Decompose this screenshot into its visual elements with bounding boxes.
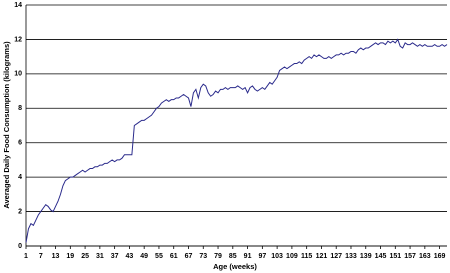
x-tick-label: 139 [360, 253, 372, 260]
x-tick-label: 13 [52, 253, 60, 260]
x-tick-label: 85 [229, 253, 237, 260]
x-tick-label: 91 [244, 253, 252, 260]
x-tick-label: 55 [155, 253, 163, 260]
x-tick-label: 31 [96, 253, 104, 260]
x-tick-label: 103 [271, 253, 283, 260]
x-tick-label: 37 [111, 253, 119, 260]
x-tick-label: 169 [434, 253, 446, 260]
x-tick-label: 7 [39, 253, 43, 260]
x-tick-label: 1 [24, 253, 28, 260]
x-tick-label: 163 [419, 253, 431, 260]
x-tick-label: 79 [214, 253, 222, 260]
y-tick-label: 0 [18, 243, 22, 250]
x-tick-label: 43 [126, 253, 134, 260]
x-tick-label: 19 [66, 253, 74, 260]
x-tick-label: 115 [301, 253, 312, 260]
x-tick-label: 73 [199, 253, 207, 260]
y-tick-label: 14 [14, 2, 22, 9]
x-tick-label: 157 [404, 253, 416, 260]
y-tick-label: 10 [14, 71, 22, 78]
x-tick-label: 49 [140, 253, 148, 260]
x-tick-label: 97 [258, 253, 266, 260]
y-tick-label: 8 [18, 105, 22, 112]
x-tick-label: 127 [330, 253, 342, 260]
y-tick-label: 6 [18, 140, 22, 147]
y-tick-label: 2 [18, 208, 22, 215]
x-tick-label: 25 [81, 253, 89, 260]
x-axis-title: Age (weeks) [213, 262, 257, 271]
x-tick-label: 67 [185, 253, 193, 260]
x-tick-label: 151 [389, 253, 401, 260]
y-tick-label: 12 [14, 36, 22, 43]
y-tick-label: 4 [18, 174, 22, 181]
data-line [25, 38, 448, 243]
x-tick-label: 109 [286, 253, 298, 260]
x-tick-label: 145 [375, 253, 387, 260]
x-tick-label: 61 [170, 253, 178, 260]
x-tick-label: 121 [316, 253, 328, 260]
y-axis-title: Averaged Daily Food Consumption (kilogra… [2, 41, 11, 209]
x-tick-label: 133 [345, 253, 357, 260]
